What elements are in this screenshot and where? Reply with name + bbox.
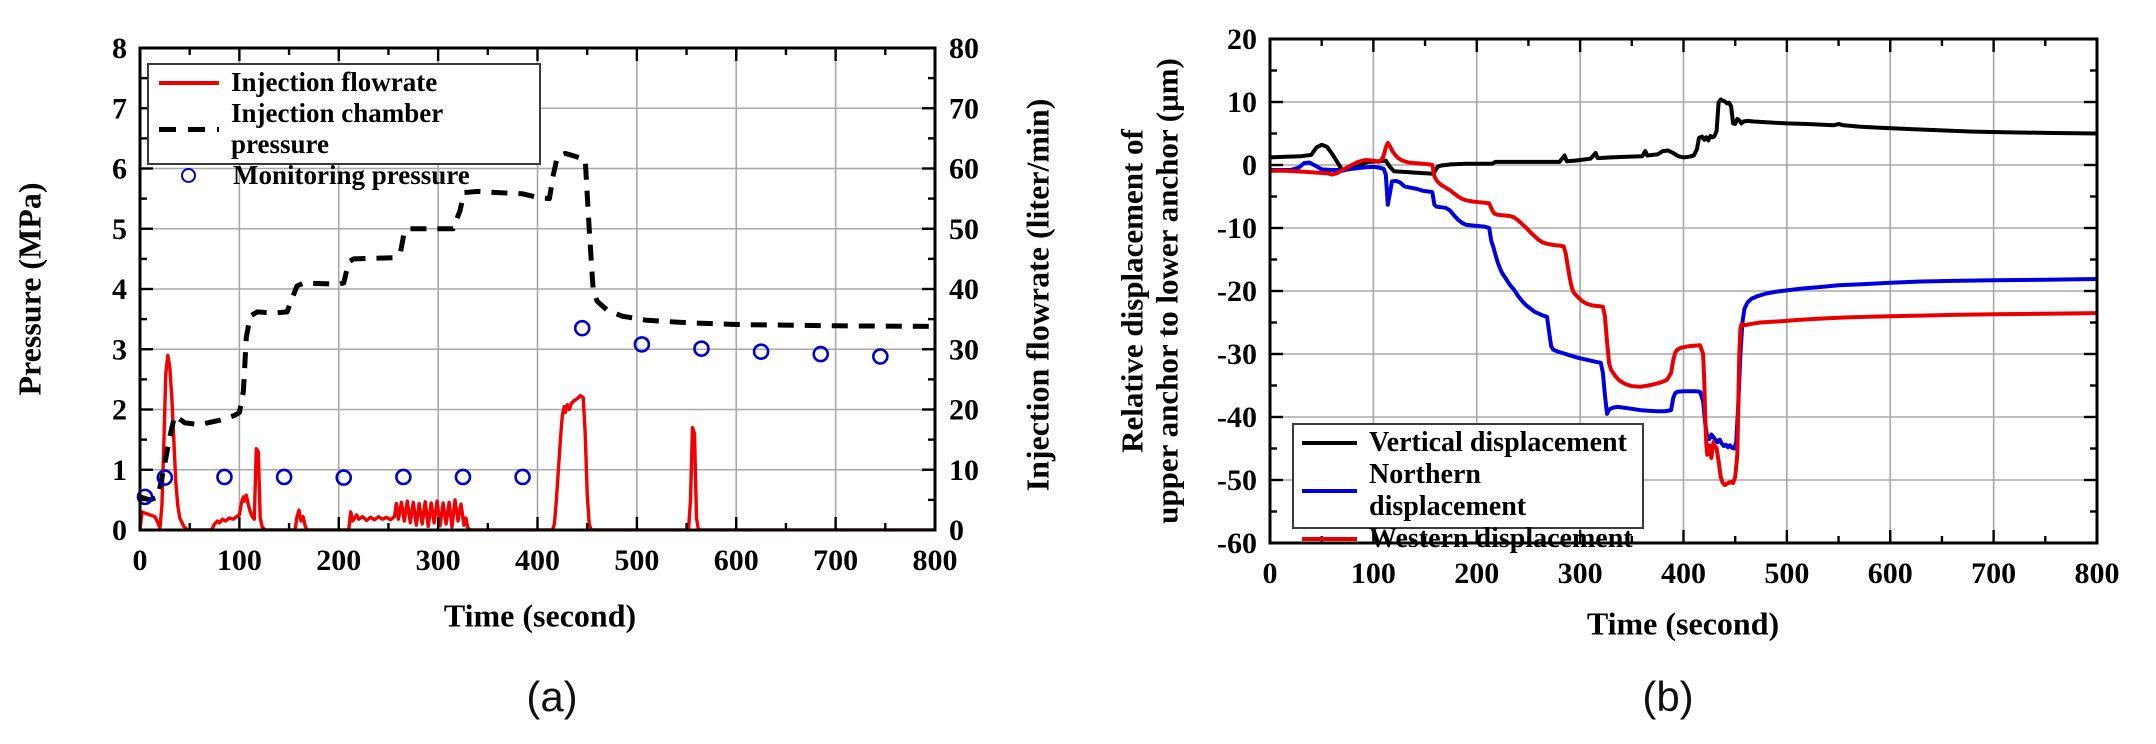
series-vertical-displacement: [1270, 97, 2097, 176]
svg-text:0: 0: [133, 544, 148, 577]
series-group: [1270, 97, 2097, 487]
svg-text:700: 700: [1971, 557, 2016, 590]
legend-label: Vertical displacement: [1369, 427, 1627, 458]
svg-text:600: 600: [714, 544, 759, 577]
svg-text:600: 600: [1868, 557, 1913, 590]
svg-text:800: 800: [913, 544, 958, 577]
svg-text:100: 100: [1351, 557, 1396, 590]
panel-b-caption: (b): [1642, 673, 1694, 720]
svg-text:700: 700: [813, 544, 858, 577]
svg-text:6: 6: [112, 153, 127, 186]
legend-item-northern-displacement: Northern displacement: [1300, 459, 1636, 523]
svg-text:3: 3: [112, 333, 127, 366]
svg-text:-20: -20: [1217, 275, 1257, 308]
blue-circle-swatch: [181, 168, 196, 183]
panel-a-caption: (a): [526, 673, 578, 720]
red-line-swatch: [1302, 537, 1357, 541]
blue-line-swatch: [1302, 489, 1357, 493]
svg-text:1: 1: [112, 454, 127, 487]
series-western-displacement: [1270, 141, 2097, 487]
panel-b-y-axis-title-line2: upper anchor to lower anchor (μm): [1149, 58, 1184, 524]
svg-text:20: 20: [1227, 23, 1257, 56]
svg-text:0: 0: [112, 514, 127, 547]
legend-item-monitoring-pressure: Monitoring pressure: [155, 160, 533, 191]
legend-label: Western displacement: [1369, 523, 1633, 554]
panel-a-y-right-axis-title: Injection flowrate (liter/min): [1019, 98, 1056, 492]
svg-text:8: 8: [112, 32, 127, 65]
svg-text:-10: -10: [1217, 212, 1257, 245]
svg-text:70: 70: [949, 92, 979, 125]
series-injection-flowrate: [140, 353, 935, 530]
svg-text:300: 300: [416, 544, 461, 577]
svg-text:7: 7: [112, 92, 127, 125]
legend-label: Injection flowrate: [231, 67, 438, 97]
svg-text:20: 20: [949, 394, 979, 427]
svg-text:300: 300: [1558, 557, 1603, 590]
svg-text:-60: -60: [1217, 527, 1257, 560]
svg-text:50: 50: [949, 213, 979, 246]
panel-b-y-axis-title-line1: Relative displacement of: [1114, 129, 1150, 453]
svg-text:80: 80: [949, 32, 979, 65]
svg-text:0: 0: [1242, 149, 1257, 182]
svg-text:500: 500: [614, 544, 659, 577]
svg-text:10: 10: [1227, 86, 1257, 119]
black-dash-swatch: [159, 126, 219, 132]
axis-ticks: [138, 46, 937, 532]
legend-item-vertical-displacement: Vertical displacement: [1300, 427, 1636, 459]
svg-text:200: 200: [1454, 557, 1499, 590]
svg-text:5: 5: [112, 213, 127, 246]
tick-labels: 0 100 200 300 400 500 600 700 800012345678010203…: [112, 32, 979, 577]
svg-text:-30: -30: [1217, 338, 1257, 371]
legend-item-injection-chamber-pressure: Injection chamber pressure: [155, 98, 533, 160]
legend-item-western-displacement: Western displacement: [1300, 523, 1636, 555]
axis-ticks: [1268, 37, 2099, 545]
series-monitoring-pressure: [136, 319, 889, 506]
svg-text:2: 2: [112, 394, 127, 427]
svg-text:60: 60: [949, 153, 979, 186]
svg-text:200: 200: [316, 544, 361, 577]
svg-text:400: 400: [515, 544, 560, 577]
panel-a-x-axis-title: Time (second): [443, 597, 637, 634]
red-line-swatch: [159, 80, 219, 85]
panel-b-x-axis-title: Time (second): [1586, 605, 1780, 642]
svg-text:400: 400: [1661, 557, 1706, 590]
svg-text:40: 40: [949, 273, 979, 306]
svg-text:800: 800: [2075, 557, 2120, 590]
panel-b-y-axis-title: Relative displacement of upper anchor to…: [1114, 58, 1184, 524]
svg-text:-40: -40: [1217, 401, 1257, 434]
panel-a-legend: Injection flowrate Injection chamber pre…: [147, 63, 541, 190]
svg-text:500: 500: [1764, 557, 1809, 590]
black-line-swatch: [1302, 441, 1357, 445]
svg-text:30: 30: [949, 333, 979, 366]
svg-text:-50: -50: [1217, 464, 1257, 497]
panel-a: 0 100 200 300 400 500 600 700 800012345678010203…: [112, 32, 979, 577]
tick-labels: 0 100 200 300 400 500 600 700 800-60-50-40-30-20…: [1217, 23, 2120, 590]
svg-text:10: 10: [949, 454, 979, 487]
svg-text:4: 4: [112, 273, 127, 306]
panel-b-legend: Vertical displacement Northern displacem…: [1292, 423, 1644, 554]
panel-b: 0 100 200 300 400 500 600 700 800-60-50-40-30-20…: [1217, 23, 2120, 590]
svg-text:0: 0: [1263, 557, 1278, 590]
legend-label: Northern displacement: [1369, 459, 1527, 522]
panel-a-y-left-axis-title: Pressure (MPa): [11, 182, 48, 396]
legend-label: Monitoring pressure: [233, 160, 470, 190]
gridlines: [1270, 39, 2097, 543]
svg-text:100: 100: [217, 544, 262, 577]
legend-label: Injection chamber pressure: [231, 98, 443, 159]
series-group: [140, 150, 935, 530]
svg-text:0: 0: [949, 514, 964, 547]
legend-item-injection-flowrate: Injection flowrate: [155, 67, 533, 98]
